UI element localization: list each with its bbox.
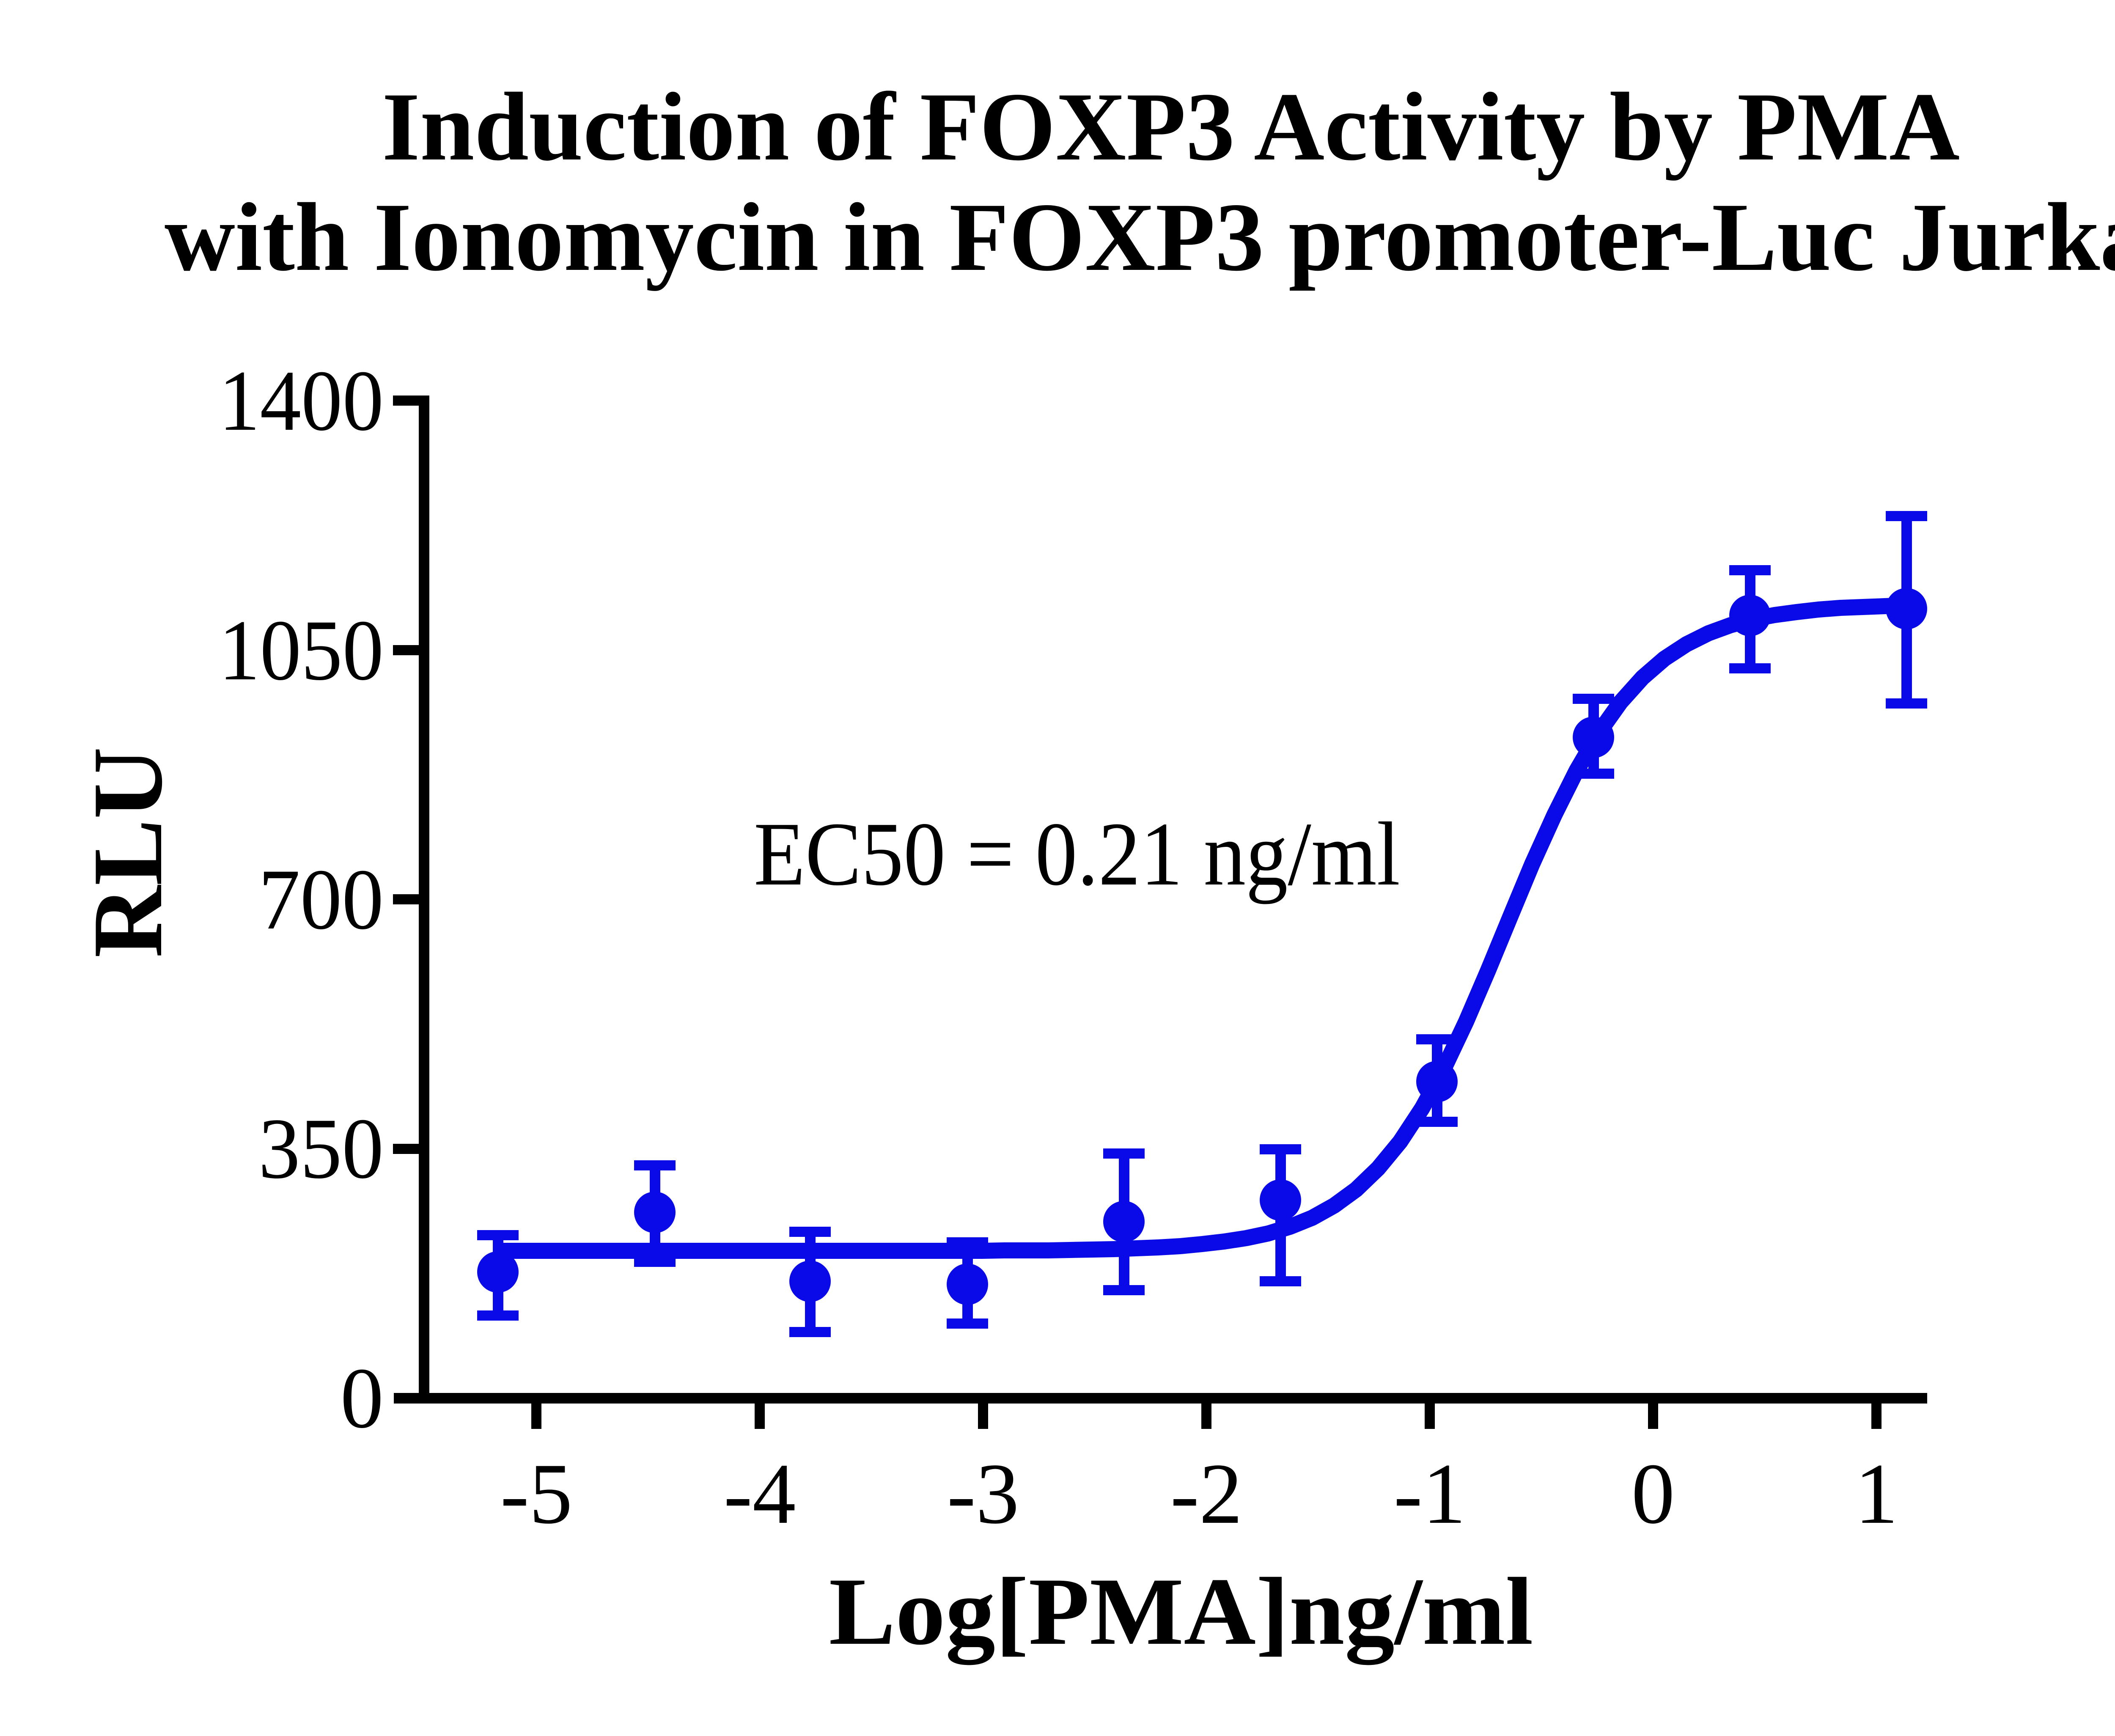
svg-text:-2: -2 — [1170, 1446, 1243, 1542]
svg-text:1: 1 — [1855, 1446, 1898, 1542]
svg-text:RLU: RLU — [73, 747, 183, 958]
svg-text:700: 700 — [258, 852, 384, 948]
svg-text:-3: -3 — [947, 1446, 1019, 1542]
svg-text:-1: -1 — [1394, 1446, 1466, 1542]
svg-text:with Ionomycin in FOXP3 promot: with Ionomycin in FOXP3 promoter-Luc Jur… — [165, 183, 2115, 291]
svg-text:0: 0 — [341, 1350, 384, 1446]
svg-text:350: 350 — [258, 1101, 384, 1197]
svg-text:-4: -4 — [724, 1446, 796, 1542]
svg-text:1050: 1050 — [219, 602, 384, 698]
svg-text:Log[PMA]ng/ml: Log[PMA]ng/ml — [829, 1558, 1533, 1665]
svg-text:Induction of FOXP3 Activity by: Induction of FOXP3 Activity by PMA — [382, 72, 1960, 181]
svg-text:EC50 = 0.21 ng/ml: EC50 = 0.21 ng/ml — [754, 803, 1400, 904]
svg-text:0: 0 — [1632, 1446, 1675, 1542]
svg-text:1400: 1400 — [219, 353, 384, 449]
svg-text:-5: -5 — [500, 1446, 573, 1542]
